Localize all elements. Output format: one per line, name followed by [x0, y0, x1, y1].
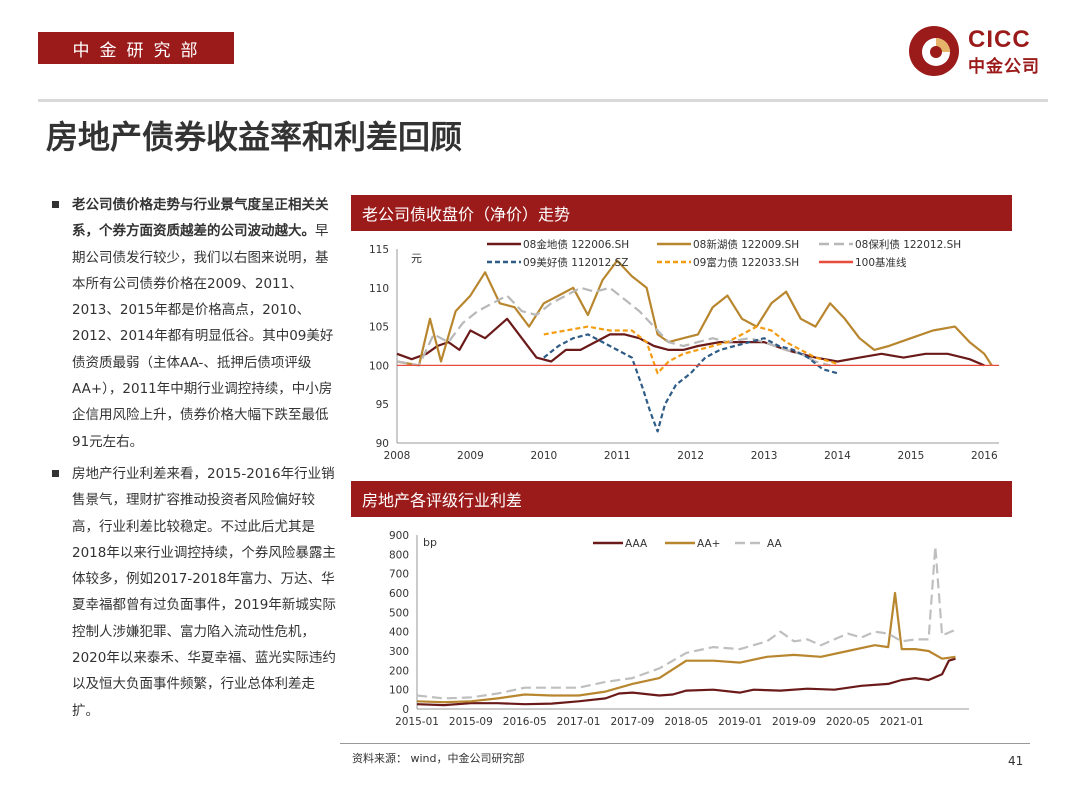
x-tick-label: 2016-05 — [503, 716, 547, 728]
logo-text-cn: 中金公司 — [968, 57, 1040, 77]
legend-label: AA — [767, 538, 782, 550]
y-tick-label: 500 — [389, 607, 409, 619]
x-tick-label: 2019-01 — [718, 716, 762, 728]
y-tick-label: 400 — [389, 627, 409, 639]
y-tick-label: 600 — [389, 588, 409, 600]
y-axis-unit-label: bp — [423, 536, 437, 549]
x-tick-label: 2017-09 — [610, 716, 654, 728]
series-line — [416, 591, 956, 704]
x-tick-label: 2017-01 — [557, 716, 601, 728]
y-tick-label: 110 — [369, 283, 389, 295]
x-tick-label: 2015-01 — [395, 716, 439, 728]
x-tick-label: 2010 — [530, 450, 557, 462]
y-tick-label: 95 — [376, 399, 389, 411]
x-tick-label: 2015 — [898, 450, 925, 462]
series-line — [396, 259, 993, 367]
y-tick-label: 900 — [389, 530, 409, 542]
bullet-1-bold: 老公司债价格走势与行业景气度呈正相关关系，个券方面资质越差的公司波动越大。 — [72, 197, 329, 240]
x-tick-label: 2012 — [677, 450, 704, 462]
bullet-2: 房地产行业利差来看，2015-2016年行业销售景气，理财扩容推动投资者风险偏好… — [48, 461, 340, 724]
header-divider — [38, 99, 1048, 102]
x-tick-label: 2019-09 — [772, 716, 816, 728]
legend-label: AAA — [625, 538, 648, 550]
credit-spread-chart: 0 100 200 300 400 500 600 700 800 900 2015-01 2015-… — [389, 530, 969, 728]
source-divider — [340, 743, 1030, 744]
bond-price-chart: 90 95 100 105 110 115 2008 2009 2010 2011 2012 2013… — [369, 238, 999, 462]
body-text: 老公司债价格走势与行业景气度呈正相关关系，个券方面资质越差的公司波动越大。早期公… — [48, 192, 340, 730]
legend-label: 08新湖债 122009.SH — [693, 238, 799, 251]
logo-text-en: CICC — [968, 26, 1031, 53]
y-tick-label: 90 — [376, 438, 389, 450]
y-tick-label: 115 — [369, 244, 389, 256]
source-note: 资料来源： wind，中金公司研究部 — [352, 752, 525, 765]
series-line — [543, 333, 838, 433]
series-line — [396, 286, 831, 367]
legend-label: 08金地债 122006.SH — [523, 238, 629, 251]
bullet-1: 老公司债价格走势与行业景气度呈正相关关系，个券方面资质越差的公司波动越大。早期公… — [48, 192, 340, 455]
y-tick-label: 0 — [402, 704, 409, 716]
x-tick-label: 2021-01 — [880, 716, 924, 728]
series-line — [543, 325, 838, 375]
y-tick-label: 200 — [389, 665, 409, 677]
legend-label: 08保利债 122012.SH — [855, 238, 961, 251]
y-tick-label: 300 — [389, 646, 409, 658]
x-tick-label: 2018-05 — [664, 716, 708, 728]
legend-label: 09富力债 122033.SH — [693, 256, 799, 269]
x-tick-label: 2008 — [384, 450, 411, 462]
y-tick-label: 700 — [389, 569, 409, 581]
series-line — [416, 657, 956, 707]
bullet-1-text: 早期公司债发行较少，我们以右图来说明，基本所有公司债券价格在2009、2011、… — [72, 223, 334, 450]
department-banner: 中金研究部 — [38, 32, 234, 64]
x-tick-label: 2013 — [751, 450, 778, 462]
y-tick-label: 105 — [369, 322, 389, 334]
x-tick-label: 2009 — [457, 450, 484, 462]
legend-label: AA+ — [697, 538, 720, 550]
y-tick-label: 100 — [369, 360, 389, 372]
x-tick-label: 2020-05 — [826, 716, 870, 728]
series-line — [416, 545, 956, 700]
legend-label: 09美好债 112012.SZ — [523, 256, 628, 269]
x-tick-label: 2014 — [824, 450, 851, 462]
page-title: 房地产债券收益率和利差回顾 — [46, 118, 463, 156]
chart2-title-bar: 房地产各评级行业利差 — [351, 481, 1012, 517]
legend-label: 100基准线 — [855, 256, 907, 269]
series-line — [396, 317, 985, 367]
y-axis-unit-label: 元 — [411, 252, 422, 265]
x-tick-label: 2011 — [604, 450, 631, 462]
page-number: 41 — [1008, 754, 1024, 768]
chart1-title-bar: 老公司债收盘价（净价）走势 — [351, 195, 1012, 231]
y-tick-label: 800 — [389, 549, 409, 561]
bullet-2-text: 房地产行业利差来看，2015-2016年行业销售景气，理财扩容推动投资者风险偏好… — [72, 465, 336, 719]
y-tick-label: 100 — [389, 685, 409, 697]
x-tick-label: 2015-09 — [449, 716, 493, 728]
x-tick-label: 2016 — [971, 450, 998, 462]
cicc-logo-icon — [909, 26, 959, 76]
